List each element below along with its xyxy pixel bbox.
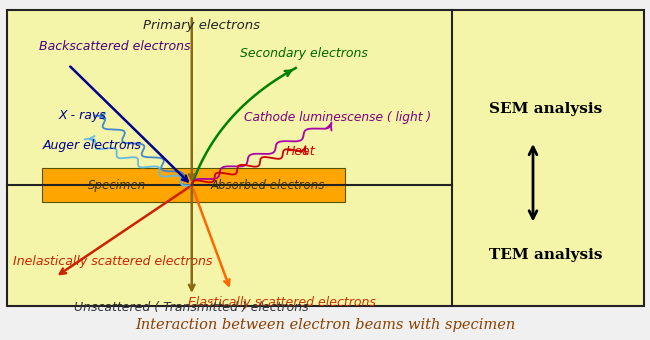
Text: TEM analysis: TEM analysis — [489, 248, 603, 262]
Text: Absorbed electrons: Absorbed electrons — [211, 179, 325, 192]
Bar — [42, 168, 192, 202]
Bar — [6, 10, 644, 306]
Text: Elastically scattered electrons: Elastically scattered electrons — [188, 296, 376, 309]
Text: Interaction between electron beams with specimen: Interaction between electron beams with … — [135, 318, 515, 332]
Text: Specimen: Specimen — [88, 179, 146, 192]
Text: Heat: Heat — [286, 146, 316, 158]
Text: X - rays: X - rays — [58, 109, 106, 122]
Text: Inelastically scattered electrons: Inelastically scattered electrons — [13, 255, 213, 268]
Text: Unscattered ( Transmitted ) electrons: Unscattered ( Transmitted ) electrons — [75, 301, 309, 314]
Text: Auger electrons: Auger electrons — [42, 139, 141, 152]
Text: SEM analysis: SEM analysis — [489, 102, 603, 116]
Text: Secondary electrons: Secondary electrons — [240, 47, 369, 60]
Bar — [192, 168, 344, 202]
Text: Cathode luminescense ( light ): Cathode luminescense ( light ) — [244, 111, 431, 124]
Text: Backscattered electrons: Backscattered electrons — [39, 40, 190, 53]
Text: Primary electrons: Primary electrons — [143, 19, 260, 32]
